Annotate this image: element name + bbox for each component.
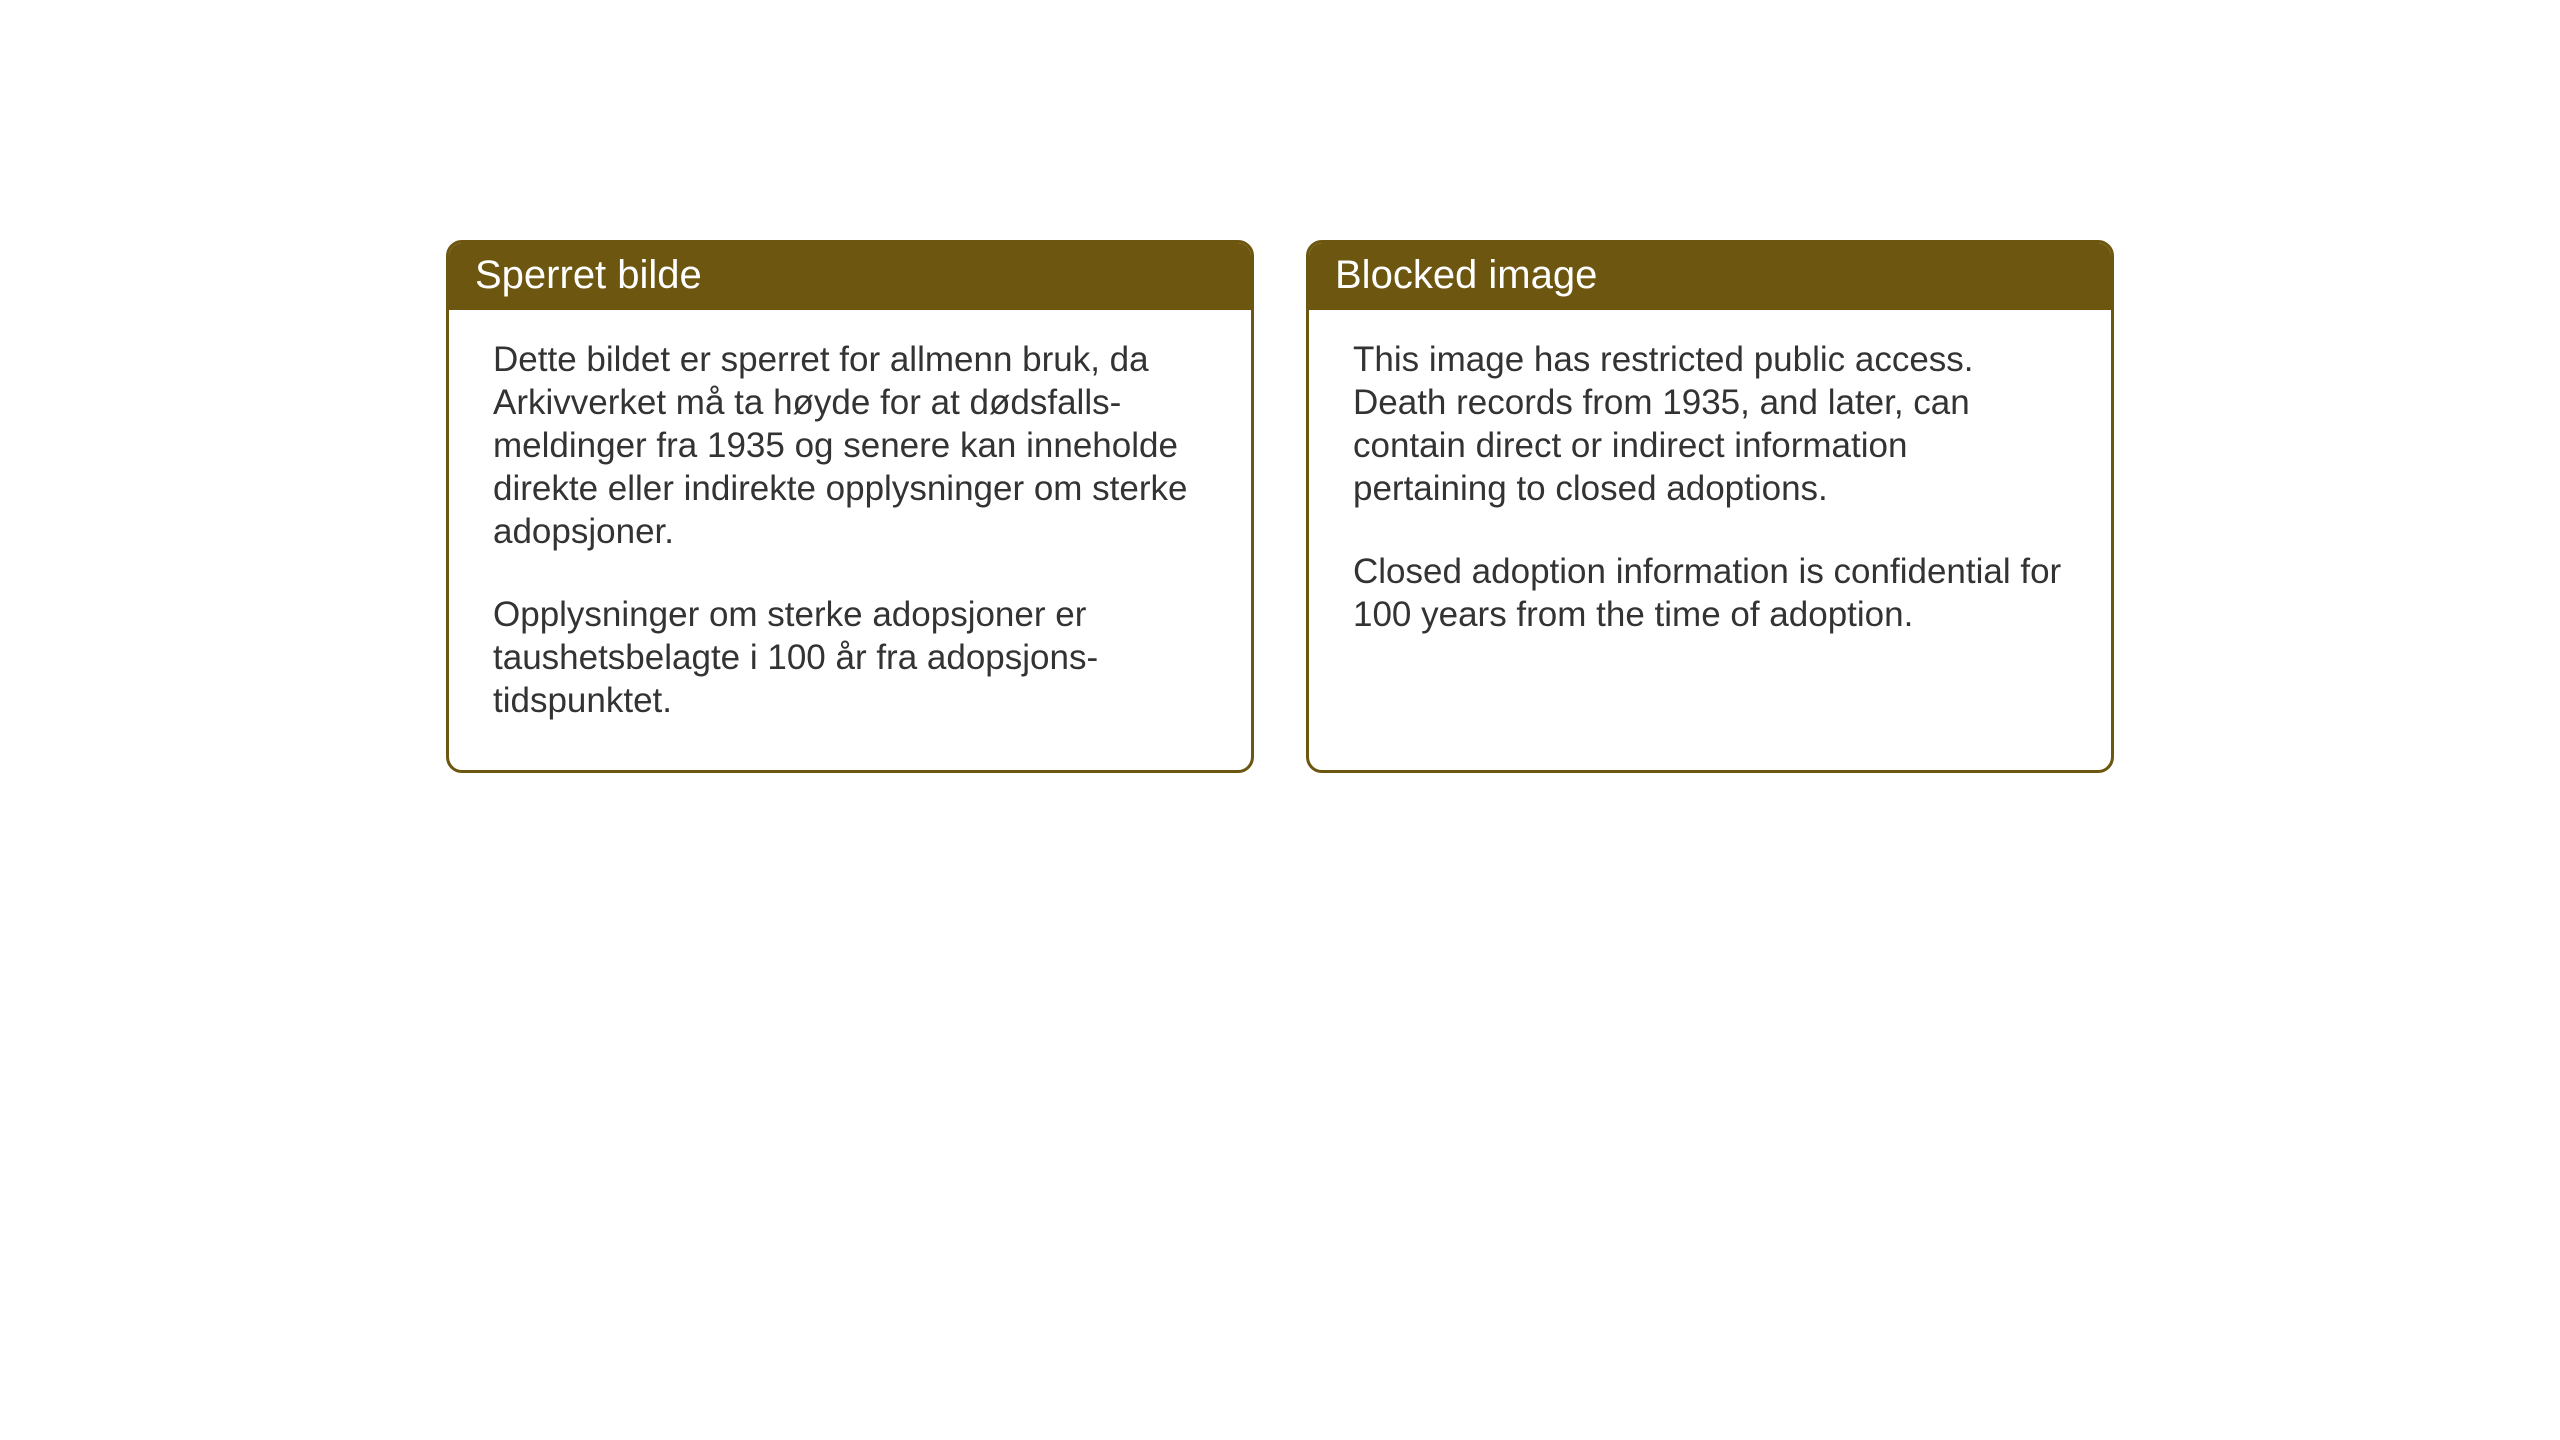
card-body-norwegian: Dette bildet er sperret for allmenn bruk… <box>449 310 1251 770</box>
card-body-english: This image has restricted public access.… <box>1309 310 2111 726</box>
paragraph-2-english: Closed adoption information is confident… <box>1353 550 2067 636</box>
paragraph-1-norwegian: Dette bildet er sperret for allmenn bruk… <box>493 338 1207 553</box>
paragraph-2-norwegian: Opplysninger om sterke adopsjoner er tau… <box>493 593 1207 722</box>
card-norwegian: Sperret bilde Dette bildet er sperret fo… <box>446 240 1254 773</box>
card-header-norwegian: Sperret bilde <box>449 243 1251 310</box>
card-english: Blocked image This image has restricted … <box>1306 240 2114 773</box>
card-container: Sperret bilde Dette bildet er sperret fo… <box>446 240 2114 773</box>
paragraph-1-english: This image has restricted public access.… <box>1353 338 2067 510</box>
card-header-english: Blocked image <box>1309 243 2111 310</box>
